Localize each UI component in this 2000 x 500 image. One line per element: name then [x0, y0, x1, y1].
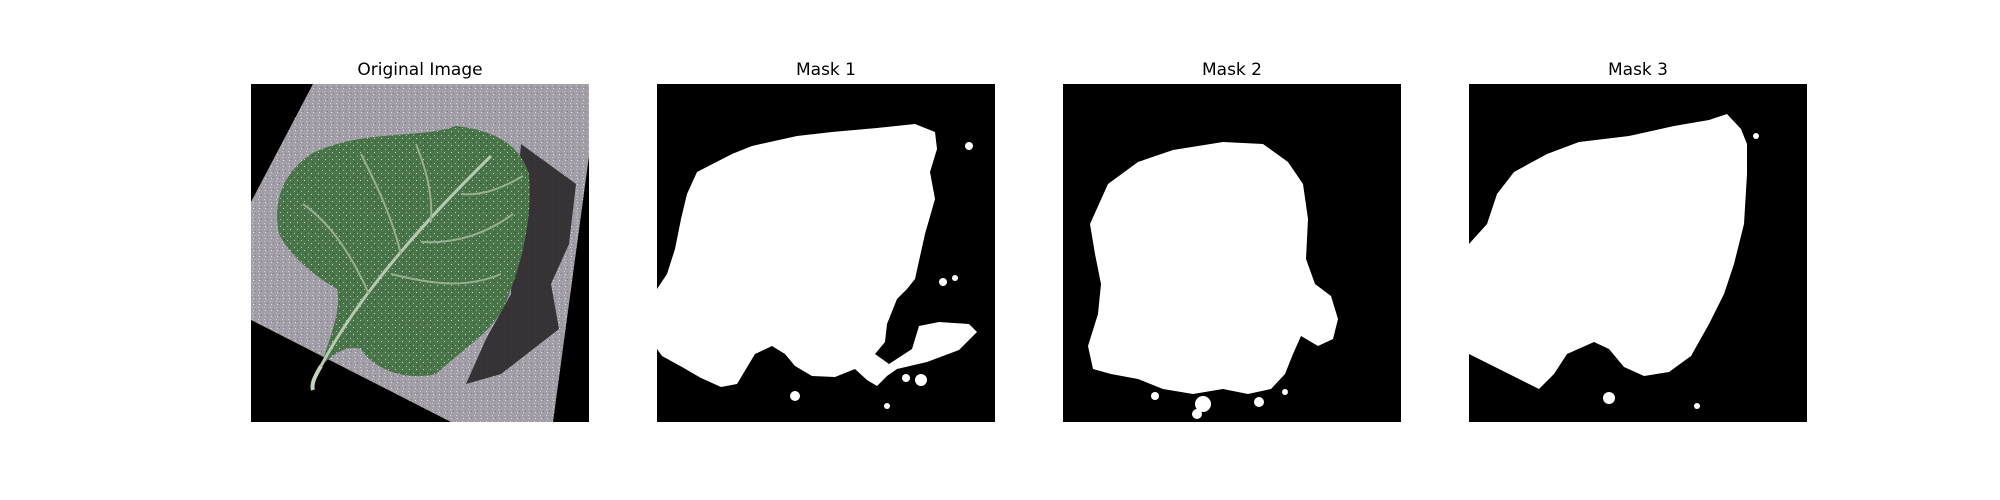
- mask-3-title: Mask 3: [1607, 60, 1668, 80]
- mask-1-image: [657, 84, 995, 422]
- original-image: [251, 84, 589, 422]
- mask-1-title: Mask 1: [795, 60, 856, 80]
- mask-3-image: [1469, 84, 1807, 422]
- mask-2-title: Mask 2: [1201, 60, 1262, 80]
- original-image-title: Original Image: [357, 60, 483, 80]
- mask-2-image: [1063, 84, 1401, 422]
